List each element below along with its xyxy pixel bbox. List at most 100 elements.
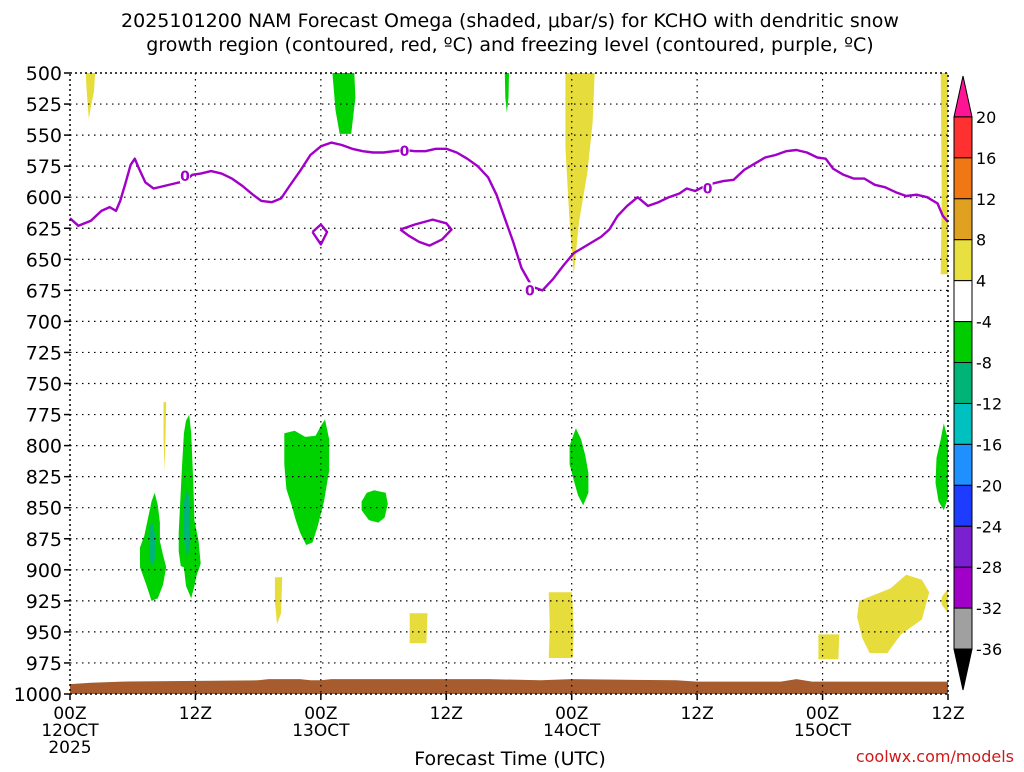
colorbar-label-11: -28 xyxy=(976,558,1002,577)
y-axis: 500 525 550 575 600 625 650 675 700 725 750 775 800 8… xyxy=(14,63,70,706)
omega-positive-region-0 xyxy=(85,73,96,119)
freezing-level-label-bg-3 xyxy=(702,180,713,196)
y-tick-label-775: 775 xyxy=(26,405,62,427)
chart-title: 2025101200 NAM Forecast Omega (shaded, μ… xyxy=(121,10,899,56)
y-tick-label-800: 800 xyxy=(26,436,62,458)
freezing-level-contour: 0 0 0 0 xyxy=(69,141,949,299)
colorbar-label-7: -12 xyxy=(976,394,1002,413)
freezing-level-loop-1 xyxy=(399,218,453,247)
omega-positive-region-2 xyxy=(940,73,948,275)
y-tick-label-625: 625 xyxy=(26,218,62,240)
omega-strong-negative-region-0 xyxy=(149,522,156,568)
y-tick-label-900: 900 xyxy=(26,560,62,582)
colorbar-label-0: 20 xyxy=(976,108,996,127)
colorbar-segment-2 xyxy=(953,157,973,200)
freezing-level-label-bg-2 xyxy=(524,282,535,298)
omega-positive-region-6 xyxy=(548,592,574,658)
freezing-level-label-0: 0 xyxy=(180,169,190,185)
omega-positive-region-4 xyxy=(274,577,283,625)
omega-negative-region-6 xyxy=(569,428,589,506)
y-tick-label-950: 950 xyxy=(26,622,62,644)
x-tick-label-0-2: 2025 xyxy=(48,738,91,758)
x-tick-label-48-1: 14OCT xyxy=(543,721,601,741)
omega-shading xyxy=(85,73,948,660)
title-line-1: 2025101200 NAM Forecast Omega (shaded, μ… xyxy=(121,10,899,32)
y-tick-label-725: 725 xyxy=(26,342,62,364)
x-tick-label-60-0: 12Z xyxy=(681,704,714,724)
x-tick-label-72-0: 00Z xyxy=(806,704,839,724)
colorbar-segment-7 xyxy=(953,362,973,404)
colorbar-segment-9 xyxy=(953,443,973,486)
x-axis-title: Forecast Time (UTC) xyxy=(414,748,605,768)
colorbar-label-13: -36 xyxy=(976,640,1002,659)
y-tick-label-825: 825 xyxy=(26,467,62,489)
freezing-level-label-3: 0 xyxy=(703,182,713,198)
y-tick-label-875: 875 xyxy=(26,529,62,551)
x-tick-label-84-0: 12Z xyxy=(931,704,964,724)
omega-positive-region-3 xyxy=(163,402,167,471)
x-tick-label-72-1: 15OCT xyxy=(794,721,852,741)
freezing-level-label-bg-1 xyxy=(399,143,410,159)
colorbar-segment-4 xyxy=(953,239,973,282)
grid-lines xyxy=(70,73,948,694)
colorbar-segment-8 xyxy=(953,402,973,445)
freezing-level-label-bg-0 xyxy=(179,168,190,184)
colorbar-segment-6 xyxy=(953,321,973,364)
colorbar-label-9: -20 xyxy=(976,476,1002,495)
x-tick-label-0-0: 00Z xyxy=(53,704,86,724)
omega-negative-region-5 xyxy=(361,490,388,523)
omega-negative-region-0 xyxy=(332,73,356,134)
omega-positive-region-7 xyxy=(818,634,840,660)
x-tick-label-24-1: 13OCT xyxy=(292,721,350,741)
ground-terrain xyxy=(70,679,948,694)
y-tick-label-850: 850 xyxy=(26,498,62,520)
colorbar-label-1: 16 xyxy=(976,149,996,168)
omega-positive-region-5 xyxy=(409,613,428,644)
y-tick-label-925: 925 xyxy=(26,591,62,613)
colorbar-label-8: -16 xyxy=(976,435,1002,454)
x-tick-label-12-0: 12Z xyxy=(179,704,212,724)
colorbar-label-10: -24 xyxy=(976,517,1002,536)
colorbar-segment-11 xyxy=(953,525,973,568)
colorbar-segment-3 xyxy=(953,198,973,241)
colorbar-label-6: -8 xyxy=(976,354,992,373)
colorbar-segment-13 xyxy=(953,607,973,650)
watermark: coolwx.com/models xyxy=(856,747,1014,766)
omega-strong-negative-region-1 xyxy=(183,489,191,558)
x-tick-label-48-0: 00Z xyxy=(555,704,588,724)
y-tick-label-575: 575 xyxy=(26,156,62,178)
colorbar-segment-12 xyxy=(953,566,973,609)
x-tick-label-24-0: 00Z xyxy=(304,704,337,724)
omega-negative-region-7 xyxy=(935,423,948,511)
y-tick-label-700: 700 xyxy=(26,311,62,333)
colorbar-label-12: -32 xyxy=(976,599,1002,618)
title-line-2: growth region (contoured, red, ºC) and f… xyxy=(146,34,873,56)
y-tick-label-550: 550 xyxy=(26,125,62,147)
omega-positive-region-9 xyxy=(941,588,948,614)
y-tick-label-500: 500 xyxy=(26,63,62,85)
ground-fill xyxy=(70,679,948,694)
y-tick-label-975: 975 xyxy=(26,653,62,675)
colorbar-label-4: 4 xyxy=(976,272,986,291)
y-tick-label-650: 650 xyxy=(26,249,62,271)
x-tick-label-0-1: 12OCT xyxy=(41,721,99,741)
colorbar-segment-10 xyxy=(953,484,973,527)
omega-negative-region-4 xyxy=(284,419,330,545)
omega-positive-region-1 xyxy=(565,73,595,275)
x-tick-label-36-0: 12Z xyxy=(430,704,463,724)
colorbar-label-3: 8 xyxy=(976,231,986,250)
y-tick-label-525: 525 xyxy=(26,94,62,116)
y-tick-label-675: 675 xyxy=(26,280,62,302)
colorbar-segment-14 xyxy=(953,648,973,691)
freezing-level-label-1: 0 xyxy=(400,144,410,160)
freezing-level-label-2: 0 xyxy=(525,283,535,299)
colorbar-segment-1 xyxy=(953,116,973,159)
colorbar-segment-0 xyxy=(953,75,973,118)
omega-positive-region-8 xyxy=(857,574,930,653)
omega-negative-region-1 xyxy=(504,73,509,113)
y-tick-label-600: 600 xyxy=(26,187,62,209)
freezing-level-loop-0 xyxy=(311,223,329,246)
